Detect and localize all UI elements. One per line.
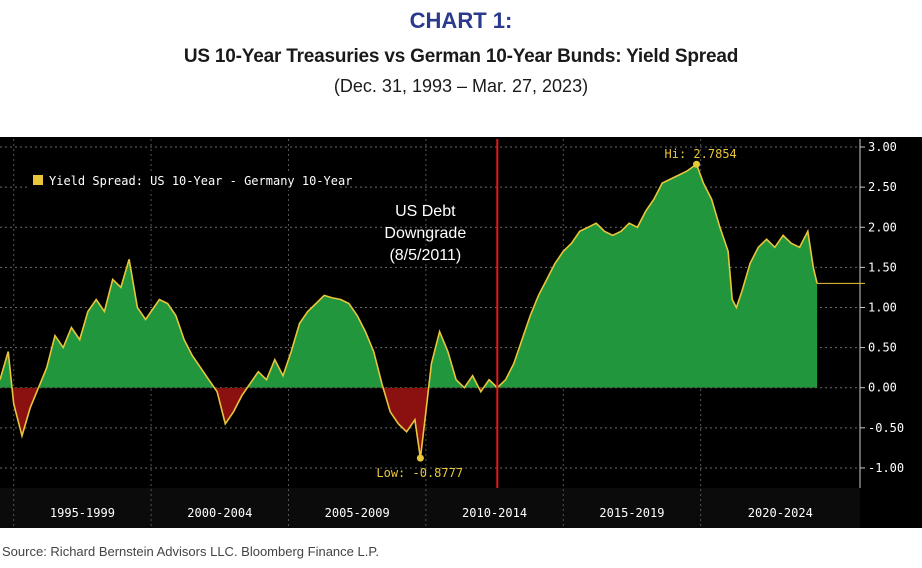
legend-label: Yield Spread: US 10-Year - Germany 10-Ye… xyxy=(49,174,352,188)
chart-title: US 10-Year Treasuries vs German 10-Year … xyxy=(183,46,739,67)
low-marker xyxy=(416,454,424,462)
source-note: Source: Richard Bernstein Advisors LLC. … xyxy=(2,544,379,559)
negative-spread-area xyxy=(0,387,818,459)
yield-spread-chart: 3.00 2.50 2.00 1.50 1.00 0.50 0.00 -0.50 -1.00 US… xyxy=(0,137,922,528)
chart-label: CHART 1: xyxy=(409,8,513,33)
y-tick-label: -1.00 xyxy=(868,461,904,475)
x-axis-band xyxy=(0,488,860,528)
low-label: Low: -0.8777 xyxy=(376,466,463,480)
y-tick-label: 2.00 xyxy=(868,220,897,234)
y-tick-label: 1.00 xyxy=(868,300,897,314)
x-tick-label: 2020-2024 xyxy=(748,506,813,520)
chart-subtitle: (Dec. 31, 1993 – Mar. 27, 2023) xyxy=(333,76,589,96)
y-tick-label: 3.00 xyxy=(868,140,897,154)
y-tick-label: 0.50 xyxy=(868,341,897,355)
positive-spread-area xyxy=(0,164,818,388)
legend-swatch xyxy=(33,175,43,185)
x-tick-label: 2000-2004 xyxy=(187,506,252,520)
x-tick-label: 2010-2014 xyxy=(462,506,527,520)
x-tick-label: 2015-2019 xyxy=(599,506,664,520)
event-annotation-line: Downgrade xyxy=(384,225,466,242)
high-marker xyxy=(693,160,701,168)
y-tick-label: 1.50 xyxy=(868,260,897,274)
high-label: Hi: 2.7854 xyxy=(665,147,737,161)
x-tick-label: 2005-2009 xyxy=(325,506,390,520)
event-annotation-line: US Debt xyxy=(395,203,456,220)
event-annotation-line: (8/5/2011) xyxy=(389,247,461,264)
x-tick-label: 1995-1999 xyxy=(50,506,115,520)
y-tick-label: 2.50 xyxy=(868,180,897,194)
chart-svg: 3.00 2.50 2.00 1.50 1.00 0.50 0.00 -0.50 -1.00 US… xyxy=(0,137,922,528)
y-tick-label: -0.50 xyxy=(868,421,904,435)
y-tick-label: 0.00 xyxy=(868,381,897,395)
legend-box xyxy=(27,171,337,190)
